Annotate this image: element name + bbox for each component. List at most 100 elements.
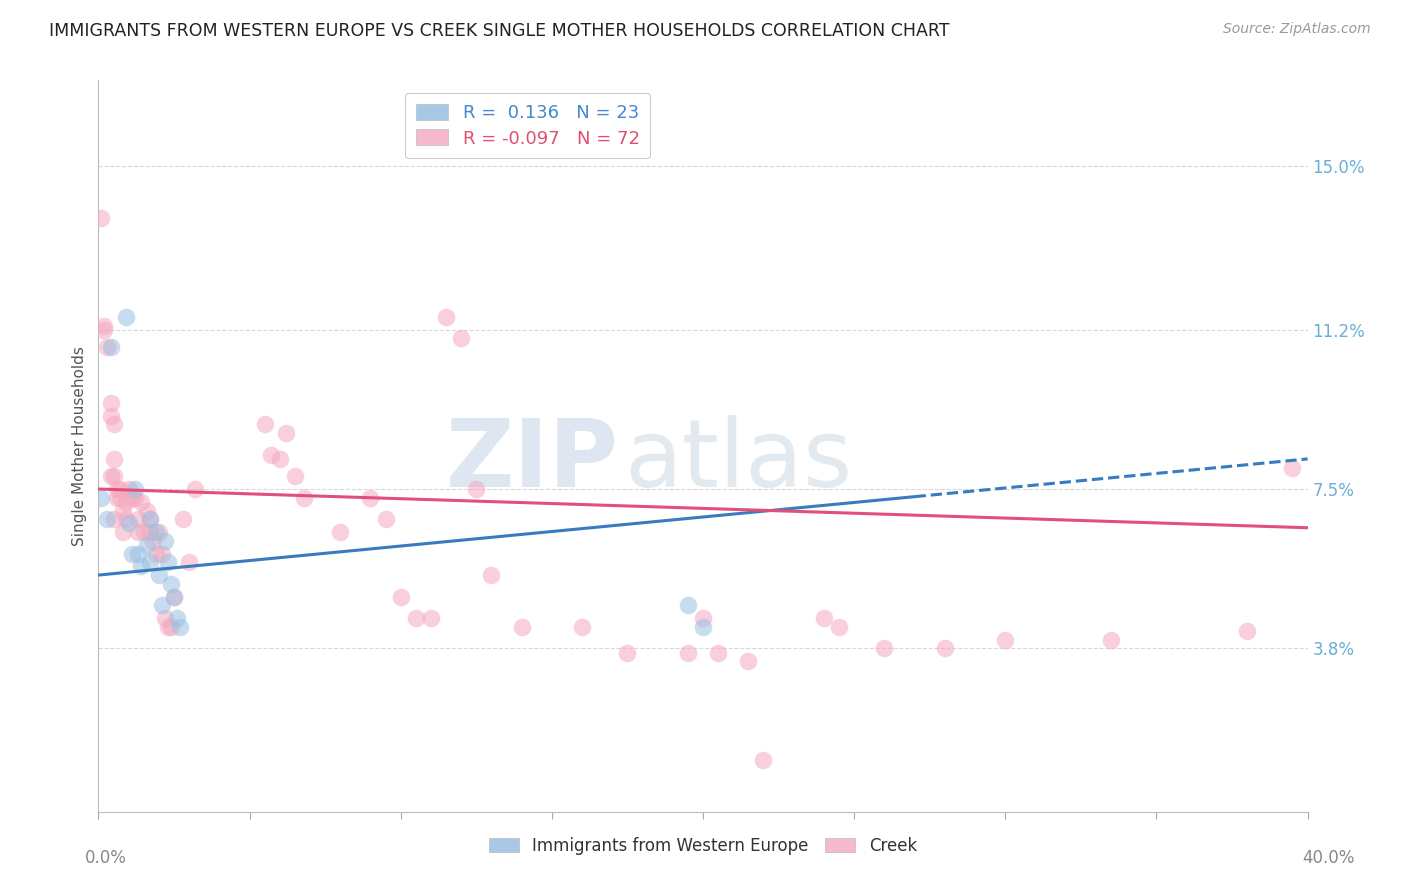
Point [510, 620, 533, 634]
Point [284, 469, 307, 483]
Legend: R =  0.136   N = 23, R = -0.097   N = 72: R = 0.136 N = 23, R = -0.097 N = 72 [405, 93, 651, 159]
Point [481, 568, 503, 582]
Point [127, 512, 149, 526]
Point [139, 512, 162, 526]
Point [150, 547, 173, 561]
Point [752, 753, 775, 767]
Point [420, 611, 443, 625]
Point [103, 417, 125, 432]
Point [100, 396, 122, 410]
Point [260, 448, 283, 462]
Text: IMMIGRANTS FROM WESTERN EUROPE VS CREEK SINGLE MOTHER HOUSEHOLDS CORRELATION CHA: IMMIGRANTS FROM WESTERN EUROPE VS CREEK … [49, 22, 949, 40]
Point [148, 524, 170, 539]
Point [813, 611, 835, 625]
Point [145, 547, 167, 561]
Point [274, 426, 297, 441]
Point [156, 555, 179, 569]
Point [153, 533, 176, 548]
Point [389, 590, 412, 604]
Point [111, 503, 134, 517]
Point [121, 491, 143, 505]
Point [93, 318, 115, 333]
Point [1236, 624, 1258, 638]
Point [132, 524, 155, 539]
Point [103, 469, 125, 483]
Point [737, 654, 759, 668]
Point [124, 491, 146, 505]
Legend: Immigrants from Western Europe, Creek: Immigrants from Western Europe, Creek [482, 830, 924, 862]
Point [100, 409, 122, 423]
Point [118, 482, 141, 496]
Point [96, 340, 118, 354]
Point [434, 310, 457, 324]
Point [150, 598, 173, 612]
Point [692, 620, 714, 634]
Point [163, 590, 186, 604]
Point [90, 491, 112, 505]
Y-axis label: Single Mother Households: Single Mother Households [72, 346, 87, 546]
Point [676, 598, 699, 612]
Point [103, 451, 125, 466]
Point [93, 323, 115, 337]
Point [129, 495, 152, 509]
Point [253, 417, 276, 432]
Point [127, 547, 149, 561]
Point [114, 310, 136, 324]
Point [269, 451, 291, 466]
Point [160, 576, 183, 591]
Point [135, 538, 157, 552]
Point [184, 482, 207, 496]
Point [100, 340, 122, 354]
Point [166, 611, 188, 625]
Point [692, 611, 714, 625]
Point [142, 533, 165, 548]
Point [103, 512, 125, 526]
Point [405, 611, 427, 625]
Point [994, 632, 1017, 647]
Text: Source: ZipAtlas.com: Source: ZipAtlas.com [1223, 22, 1371, 37]
Point [129, 559, 152, 574]
Point [124, 482, 146, 496]
Point [148, 568, 170, 582]
Point [1281, 460, 1303, 475]
Point [90, 211, 112, 225]
Text: atlas: atlas [624, 415, 852, 507]
Point [139, 524, 162, 539]
Point [108, 491, 131, 505]
Point [934, 641, 956, 656]
Point [139, 555, 162, 569]
Point [96, 512, 118, 526]
Point [676, 646, 699, 660]
Point [156, 620, 179, 634]
Point [145, 524, 167, 539]
Text: 40.0%: 40.0% [1302, 849, 1355, 867]
Text: 0.0%: 0.0% [84, 849, 127, 867]
Point [121, 547, 143, 561]
Point [135, 503, 157, 517]
Point [105, 482, 128, 496]
Point [450, 331, 472, 345]
Point [105, 491, 128, 505]
Point [707, 646, 730, 660]
Point [374, 512, 396, 526]
Point [616, 646, 638, 660]
Point [172, 512, 194, 526]
Point [127, 524, 149, 539]
Point [571, 620, 593, 634]
Point [108, 482, 131, 496]
Point [873, 641, 896, 656]
Point [114, 512, 136, 526]
Point [153, 611, 176, 625]
Point [329, 524, 352, 539]
Point [160, 620, 183, 634]
Point [828, 620, 851, 634]
Point [100, 469, 122, 483]
Point [179, 555, 201, 569]
Point [1099, 632, 1122, 647]
Point [111, 524, 134, 539]
Point [169, 620, 191, 634]
Text: ZIP: ZIP [446, 415, 619, 507]
Point [292, 491, 315, 505]
Point [163, 590, 186, 604]
Point [114, 495, 136, 509]
